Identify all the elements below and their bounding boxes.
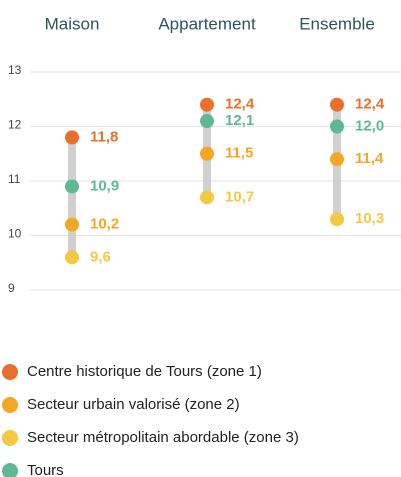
value-label: 10,7 [225,188,254,205]
value-label: 10,2 [90,216,119,233]
value-label: 12,4 [355,96,385,113]
value-label: 12,4 [225,96,255,113]
legend-label: Secteur urbain valorisé (zone 2) [27,396,240,413]
legend-label: Secteur métropolitain abordable (zone 3) [27,429,299,446]
value-label: 11,5 [225,145,253,162]
legend-swatch [2,463,18,477]
legend-swatch [2,430,18,446]
dot [65,179,79,194]
value-label: 12,0 [355,117,384,134]
legend-label: Centre historique de Tours (zone 1) [27,363,262,380]
dot [330,119,344,134]
legend-label: Tours [27,462,64,477]
dot [65,217,79,232]
value-label: 11,4 [355,150,384,167]
legend-swatch [2,397,18,413]
category-label: Ensemble [299,14,375,33]
value-label: 10,9 [90,177,119,194]
legend-swatch [2,364,18,380]
y-tick-label: 11 [8,172,21,186]
value-label: 11,8 [90,128,118,145]
dot [330,212,344,227]
y-tick-label: 10 [8,227,22,241]
y-tick-label: 9 [8,281,15,295]
dot [330,152,344,167]
dot [200,114,214,129]
category-label: Maison [45,14,100,33]
y-tick-label: 12 [8,118,22,132]
y-tick-label: 13 [8,63,22,77]
category-label: Appartement [158,14,256,33]
dot [200,146,214,161]
dot [65,250,79,265]
value-label: 12,1 [225,112,254,129]
value-label: 10,3 [355,210,384,227]
dot [200,190,214,205]
dot [65,130,79,145]
value-label: 9,6 [90,248,111,265]
dot [330,97,344,112]
dot [200,97,214,112]
